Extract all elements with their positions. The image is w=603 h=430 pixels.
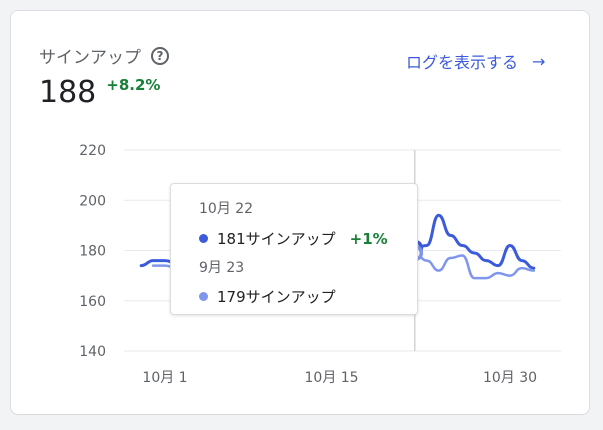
tooltip-previous-row: 179サインアップ: [199, 286, 336, 307]
card-header: サインアップ ?: [39, 43, 169, 68]
previous-series-dot: [199, 292, 208, 301]
metric-delta: +8.2%: [106, 76, 161, 94]
tooltip-current-text: 181サインアップ: [217, 230, 336, 248]
metric-value: 188: [39, 75, 97, 110]
x-tick-label: 10月 30: [483, 370, 537, 386]
card-title: サインアップ: [39, 48, 141, 68]
tooltip-previous-text: 179サインアップ: [217, 288, 336, 306]
metric-row: 188 +8.2%: [39, 75, 160, 110]
view-logs-label: ログを表示する: [406, 53, 519, 72]
arrow-right-icon: →: [532, 51, 546, 71]
x-tick-label: 10月 15: [305, 370, 359, 386]
y-tick-label: 160: [79, 294, 106, 310]
x-tick-label: 10月 1: [142, 370, 187, 386]
view-logs-link[interactable]: ログを表示する →: [406, 49, 545, 73]
signups-card: サインアップ ? 188 +8.2% ログを表示する →: [10, 10, 590, 415]
chart-tooltip: 10月 22 181サインアップ +1% 9月 23 179サインアップ: [170, 183, 418, 315]
help-circle-icon[interactable]: ?: [151, 46, 169, 65]
current-series-dot: [199, 234, 208, 243]
tooltip-current-date: 10月 22: [199, 201, 254, 217]
tooltip-previous-date: 9月 23: [199, 260, 245, 276]
tooltip-current-delta: +1%: [349, 229, 388, 248]
tooltip-current-row: 181サインアップ +1%: [199, 228, 388, 249]
y-tick-label: 200: [79, 193, 106, 209]
y-tick-label: 180: [79, 244, 106, 260]
y-tick-label: 220: [79, 143, 106, 159]
y-tick-label: 140: [79, 344, 106, 360]
